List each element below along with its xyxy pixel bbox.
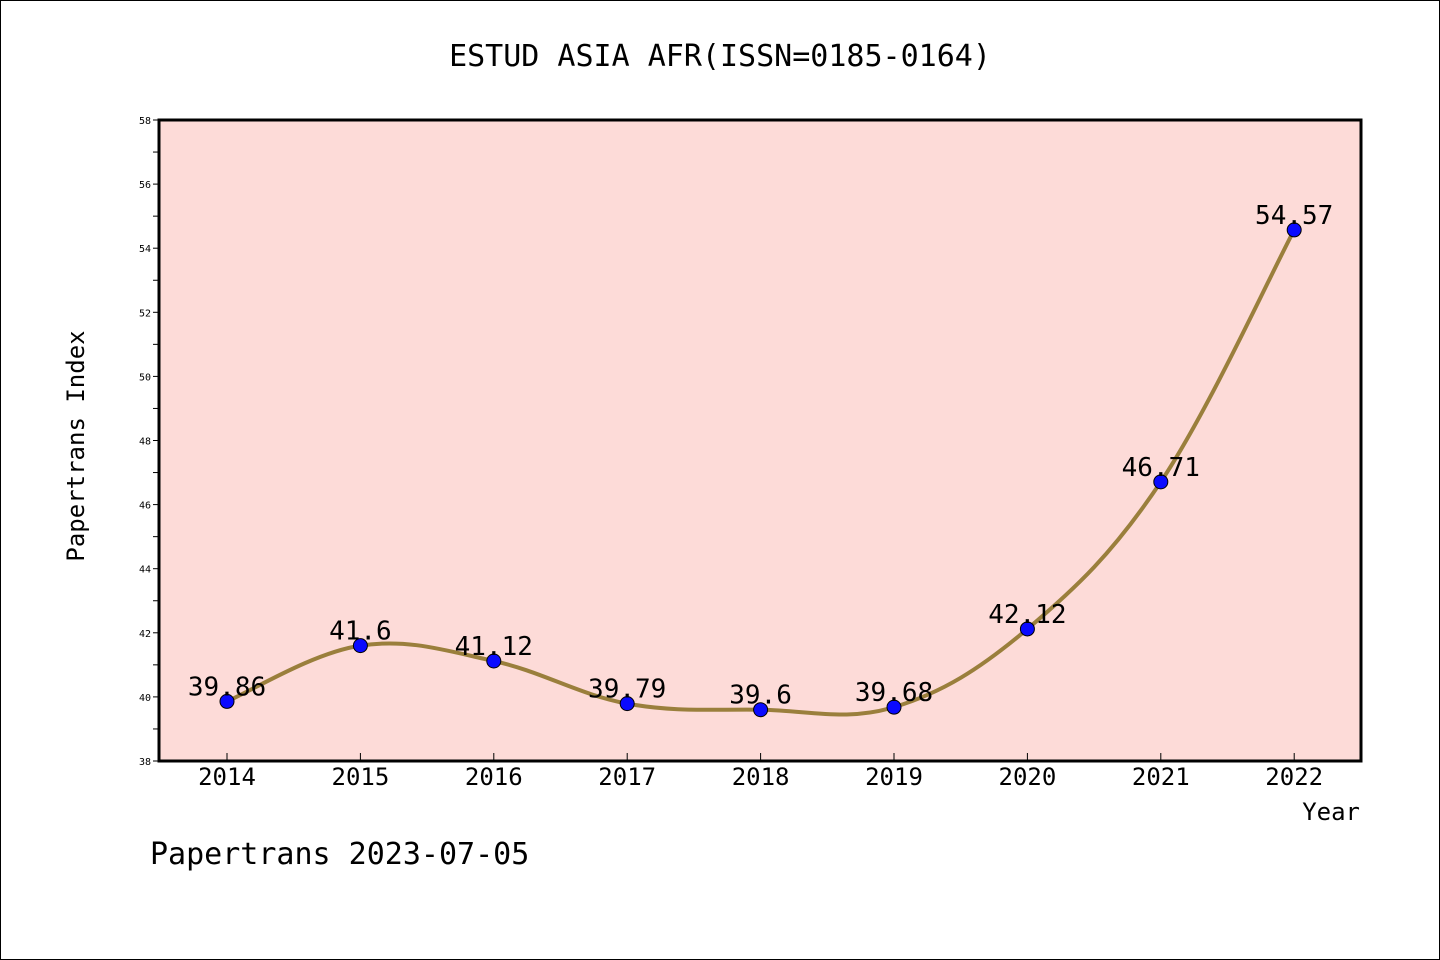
data-label: 41.6 [329, 617, 392, 647]
data-label: 46.71 [1122, 453, 1200, 483]
x-tick-label: 2019 [865, 763, 923, 791]
data-point-marker [886, 699, 902, 715]
y-tick-label: 56 [139, 180, 151, 191]
data-point-marker [352, 638, 368, 654]
y-tick-label: 44 [139, 565, 151, 576]
y-tick-label: 38 [139, 757, 151, 768]
y-tick-label: 48 [139, 437, 151, 448]
data-label: 39.6 [729, 681, 792, 711]
data-point-marker [1286, 222, 1302, 238]
x-tick-label: 2022 [1265, 763, 1323, 791]
y-axis-label: Papertrans Index [62, 330, 90, 561]
plot-area [157, 118, 1363, 763]
chart-title: ESTUD ASIA AFR(ISSN=0185-0164) [449, 39, 991, 74]
data-label: 41.12 [455, 632, 533, 662]
data-label: 42.12 [988, 600, 1066, 630]
y-tick-label: 40 [139, 693, 151, 704]
data-point-marker [753, 702, 769, 718]
x-tick-label: 2017 [598, 763, 656, 791]
data-point-marker [619, 696, 635, 712]
y-tick-label: 52 [139, 308, 151, 319]
data-point-marker [1153, 474, 1169, 490]
x-tick-label: 2016 [465, 763, 523, 791]
data-label: 39.68 [855, 678, 933, 708]
data-point-marker [219, 693, 235, 709]
x-tick-label: 2020 [999, 763, 1057, 791]
data-label: 54.57 [1255, 201, 1333, 231]
data-point-marker [1019, 621, 1035, 637]
data-label: 39.86 [188, 672, 266, 702]
x-tick-label: 2014 [198, 763, 256, 791]
x-axis-label: Year [1302, 798, 1360, 826]
y-tick-label: 46 [139, 501, 151, 512]
x-tick-label: 2018 [732, 763, 790, 791]
x-tick-label: 2015 [332, 763, 390, 791]
series-markers [219, 222, 1302, 718]
y-tick-label: 50 [139, 372, 151, 383]
x-axis: 2014 2015 2016 2017 2018 2019 2020 2021 2022 [198, 753, 1323, 791]
y-tick-label: 54 [139, 244, 151, 255]
data-label: 39.79 [588, 675, 666, 705]
data-labels: 39.86 41.6 41.12 39.79 39.6 39.68 42.12 46.71 54… [188, 201, 1333, 711]
footer-text: Papertrans 2023-07-05 [150, 837, 529, 872]
y-axis: 38 40 42 44 46 48 50 52 54 56 58 [139, 116, 159, 768]
y-tick-label: 58 [139, 116, 151, 127]
y-tick-label: 42 [139, 629, 151, 640]
data-point-marker [486, 653, 502, 669]
x-tick-label: 2021 [1132, 763, 1190, 791]
